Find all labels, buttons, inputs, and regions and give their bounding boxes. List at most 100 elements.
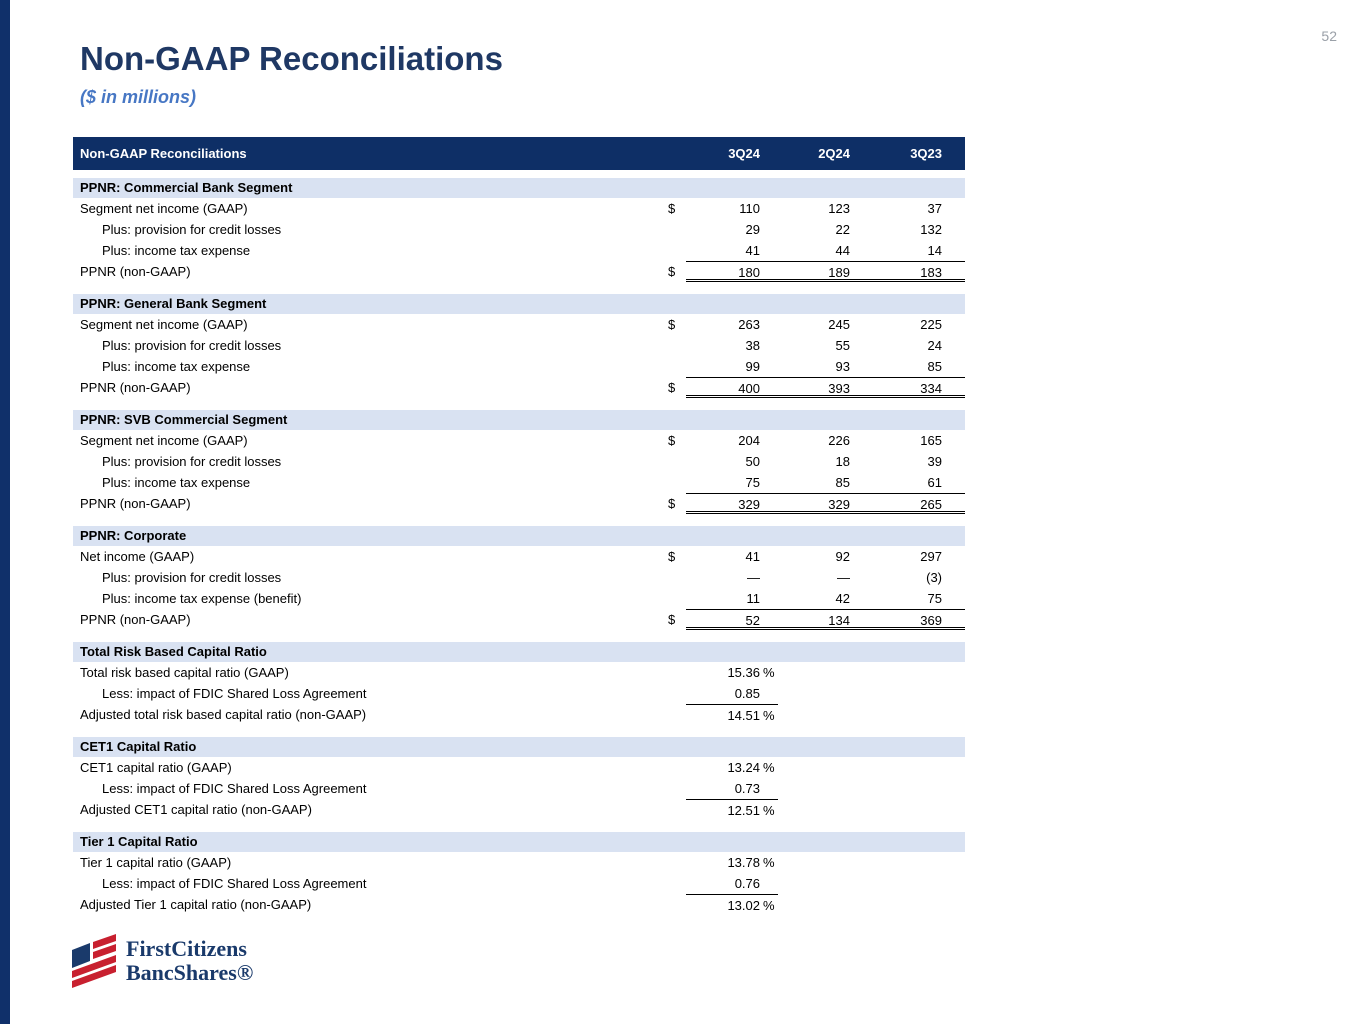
value-2q24 — [778, 852, 850, 873]
dollar-sign — [668, 757, 686, 778]
table-header-label: Non-GAAP Reconciliations — [80, 146, 247, 161]
table-row: Tier 1 capital ratio (GAAP) 13.78% — [73, 852, 965, 873]
table-row: Plus: provision for credit losses 29 22 132 — [73, 219, 965, 240]
section-header: Tier 1 Capital Ratio — [73, 832, 965, 852]
page-title: Non-GAAP Reconciliations — [80, 40, 503, 77]
value-3q23: 369 — [920, 613, 942, 628]
value-3q24-wrap: 0.76 — [686, 873, 778, 894]
row-values: 11 42 75 — [686, 588, 965, 609]
value-3q24: 13.78 — [727, 855, 760, 870]
page-number: 52 — [1321, 28, 1337, 44]
table-row: Plus: provision for credit losses 50 18 39 — [73, 451, 965, 472]
table-row: Plus: provision for credit losses 38 55 24 — [73, 335, 965, 356]
section-header: PPNR: General Bank Segment — [73, 294, 965, 314]
percent-suffix — [760, 472, 778, 493]
dollar-sign — [668, 335, 686, 356]
row-label: PPNR (non-GAAP) — [80, 612, 191, 627]
table-header-row: Non-GAAP Reconciliations 3Q24 2Q24 3Q23 — [73, 137, 965, 170]
value-3q24-wrap: 13.24% — [686, 757, 778, 778]
right-pad — [942, 610, 965, 627]
row-values: 52 134 369 — [686, 609, 965, 630]
value-2q24: 42 — [835, 591, 850, 606]
section-header: CET1 Capital Ratio — [73, 737, 965, 757]
row-label: Less: impact of FDIC Shared Loss Agreeme… — [102, 781, 367, 796]
value-2q24: 245 — [828, 317, 850, 332]
percent-suffix — [760, 335, 778, 356]
row-values: 110 123 37 — [686, 198, 965, 219]
table-row: Less: impact of FDIC Shared Loss Agreeme… — [73, 778, 965, 799]
row-label: Plus: provision for credit losses — [102, 454, 282, 469]
row-values: 41 44 14 — [686, 240, 965, 261]
row-label: Plus: provision for credit losses — [102, 570, 282, 585]
table-row: Net income (GAAP) $41 92 297 — [73, 546, 965, 567]
value-3q24: 41 — [745, 549, 760, 564]
percent-suffix — [760, 356, 778, 377]
row-values: 180 189 183 — [686, 261, 965, 282]
table-section: PPNR: SVB Commercial Segment Segment net … — [73, 410, 965, 514]
row-values: 0.85 — [686, 683, 965, 704]
table-section: PPNR: General Bank Segment Segment net in… — [73, 294, 965, 398]
row-values: 400 393 334 — [686, 377, 965, 398]
row-values: 75 85 61 — [686, 472, 965, 493]
dollar-sign: $ — [668, 433, 676, 448]
dollar-sign — [668, 662, 686, 683]
value-3q24: 52 — [745, 613, 760, 628]
right-pad — [942, 146, 965, 161]
value-2q24 — [778, 894, 850, 915]
value-3q24: 12.51 — [727, 803, 760, 818]
row-values: 204 226 165 — [686, 430, 965, 451]
first-citizens-flag-icon — [72, 934, 116, 988]
value-3q24-wrap: 11 — [686, 588, 778, 609]
value-3q23: 225 — [920, 317, 942, 332]
percent-suffix — [760, 494, 778, 511]
value-3q24-wrap: 13.78% — [686, 852, 778, 873]
row-label: Total risk based capital ratio (GAAP) — [80, 665, 289, 680]
reconciliation-table: Non-GAAP Reconciliations 3Q24 2Q24 3Q23 … — [73, 137, 965, 927]
value-2q24: — — [837, 570, 850, 585]
value-3q24: 50 — [745, 454, 760, 469]
percent-suffix — [760, 873, 778, 894]
value-3q23 — [850, 704, 942, 725]
dollar-sign — [668, 219, 686, 240]
value-3q24-wrap: 329 — [686, 494, 778, 512]
right-pad — [942, 378, 965, 395]
right-pad — [942, 546, 965, 567]
value-3q23 — [850, 873, 942, 894]
value-3q24: 41 — [745, 243, 760, 258]
value-3q24-wrap: 29 — [686, 219, 778, 240]
row-label: Plus: income tax expense — [102, 359, 251, 374]
value-3q24-wrap: 50 — [686, 451, 778, 472]
value-2q24: 92 — [835, 549, 850, 564]
value-3q24-wrap: 400 — [686, 378, 778, 396]
value-2q24 — [778, 778, 850, 799]
row-label: Plus: income tax expense — [102, 475, 251, 490]
row-label: PPNR (non-GAAP) — [80, 496, 191, 511]
dollar-sign: $ — [668, 549, 676, 564]
row-values: 41 92 297 — [686, 546, 965, 567]
section-header: PPNR: SVB Commercial Segment — [73, 410, 965, 430]
row-values: 0.73 — [686, 778, 965, 799]
table-row: Segment net income (GAAP) $204 226 165 — [73, 430, 965, 451]
table-row: PPNR (non-GAAP) $329 329 265 — [73, 493, 965, 514]
right-pad — [942, 757, 965, 778]
table-section: PPNR: Commercial Bank Segment Segment net… — [73, 178, 965, 282]
row-values: — — (3) — [686, 567, 965, 588]
dollar-sign — [668, 894, 686, 915]
percent-suffix — [760, 610, 778, 627]
right-pad — [942, 852, 965, 873]
value-2q24: 123 — [828, 201, 850, 216]
row-values: 15.36% — [686, 662, 965, 683]
value-2q24 — [778, 704, 850, 725]
percent-suffix — [760, 430, 778, 451]
row-label: Tier 1 capital ratio (GAAP) — [80, 855, 232, 870]
value-2q24: 134 — [828, 613, 850, 628]
column-header-3q24: 3Q24 — [728, 146, 760, 161]
value-3q24: 15.36 — [727, 665, 760, 680]
dollar-sign — [668, 567, 686, 588]
value-2q24: 329 — [828, 497, 850, 512]
row-values: 14.51% — [686, 704, 965, 725]
value-3q24: 400 — [738, 381, 760, 396]
row-values: 29 22 132 — [686, 219, 965, 240]
value-3q24-wrap: 110 — [686, 198, 778, 219]
value-2q24: 18 — [835, 454, 850, 469]
